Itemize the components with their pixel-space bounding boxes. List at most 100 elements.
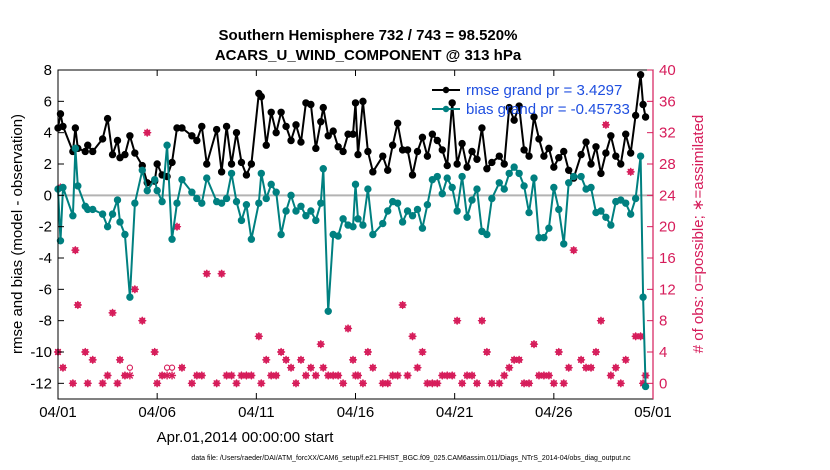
obs-assimilated-point (187, 379, 196, 388)
obs-assimilated-point (286, 363, 296, 372)
bias-point (569, 172, 578, 181)
rmse-point (153, 160, 161, 168)
asterisk-stroke (434, 380, 441, 387)
asterisk-stroke (540, 372, 548, 379)
asterisk-stroke (268, 372, 275, 379)
asterisk-stroke (399, 301, 406, 309)
asterisk-stroke (168, 372, 176, 379)
asterisk-stroke (255, 333, 262, 340)
bias-point (158, 197, 166, 206)
bias-point (510, 163, 518, 171)
x-tick-label: 04/06 (138, 404, 176, 421)
asterisk-stroke (565, 364, 572, 371)
asterisk-stroke (389, 372, 396, 379)
asterisk-stroke (248, 372, 255, 379)
legend: rmse grand pr = 3.4297 bias grand pr = -0… (432, 82, 630, 118)
rmse-point (292, 121, 300, 129)
obs-assimilated-point (636, 332, 645, 341)
y-tick-right-label: 16 (659, 250, 676, 267)
asterisk-stroke (178, 364, 186, 371)
obs-assimilated-point (202, 269, 211, 278)
bias-point (302, 212, 310, 220)
bias-point (131, 199, 139, 207)
y-tick-left-label: -2 (39, 219, 52, 236)
asterisk-stroke (277, 348, 285, 356)
y-tick-right-label: 8 (659, 313, 667, 330)
bias-point (530, 174, 538, 182)
bias-point (168, 235, 176, 243)
asterisk-stroke (109, 309, 116, 316)
asterisk-stroke (139, 317, 146, 324)
obs-assimilated-point (237, 371, 246, 380)
obs-assimilated-point (150, 347, 159, 357)
bias-point (121, 230, 129, 239)
obs-assimilated-point (428, 379, 437, 388)
bias-point (116, 218, 124, 226)
bias-point (56, 237, 65, 245)
asterisk-stroke (439, 372, 446, 379)
rmse-point (500, 160, 508, 168)
bias-point (334, 232, 342, 240)
obs-assimilated-point (569, 246, 578, 255)
bias-point (515, 169, 523, 178)
rmse-point (317, 118, 325, 126)
bias-point (59, 183, 67, 192)
plot-background (58, 70, 653, 399)
y-tick-left-label: 0 (44, 187, 52, 204)
rmse-point (324, 132, 332, 140)
rmse-point (56, 110, 65, 118)
bias-point (173, 199, 181, 207)
rmse-point (631, 111, 640, 120)
bias-line (57, 144, 647, 387)
bias-point (178, 175, 186, 184)
asterisk-stroke (126, 372, 134, 379)
obs-assimilated-point (544, 371, 553, 380)
asterisk-stroke (349, 356, 357, 363)
legend-label-rmse: rmse grand pr = 3.4297 (466, 82, 622, 99)
x-tick-label: 04/01 (39, 404, 77, 421)
rmse-point (639, 100, 647, 109)
asterisk-stroke (312, 372, 319, 379)
obs-assimilated-point (115, 355, 125, 364)
obs-assimilated-point (324, 371, 333, 380)
rmse-point (339, 147, 347, 156)
obs-assimilated-point (301, 371, 311, 380)
rmse-point (71, 124, 80, 132)
asterisk-stroke (354, 372, 362, 379)
bias-point (483, 230, 491, 239)
bias-point (188, 188, 196, 196)
obs-assimilated-point (257, 379, 266, 388)
obs-assimilated-point (621, 355, 630, 364)
bias-point (319, 165, 327, 173)
bias-point (351, 180, 360, 189)
asterisk-stroke (228, 372, 235, 379)
bias-point (560, 240, 568, 248)
y-tick-right-label: 0 (659, 375, 667, 392)
asterisk-stroke (116, 356, 124, 363)
bias-point (74, 182, 82, 190)
asterisk-stroke (59, 364, 67, 371)
bias-point (108, 210, 117, 218)
asterisk-stroke (458, 380, 466, 387)
bias-point (448, 183, 456, 192)
obs-assimilated-point (611, 363, 620, 372)
asterisk-stroke (488, 380, 496, 387)
bias-point (393, 199, 402, 207)
rmse-point (334, 143, 342, 151)
obs-assimilated-point (423, 379, 432, 388)
y-tick-left-label: -12 (30, 375, 52, 392)
rmse-point (364, 147, 372, 156)
obs-possible-point (168, 364, 176, 371)
obs-assimilated-point (227, 371, 236, 380)
bias-point (143, 186, 151, 195)
bias-point (297, 202, 305, 211)
asterisk-stroke (545, 372, 553, 379)
y-tick-right-label: 12 (659, 281, 676, 298)
rmse-point (89, 147, 97, 156)
rmse-point (510, 116, 518, 124)
bias-point (626, 210, 635, 218)
rmse-point (126, 132, 134, 140)
bias-point (520, 182, 528, 190)
rmse-point (403, 146, 412, 154)
